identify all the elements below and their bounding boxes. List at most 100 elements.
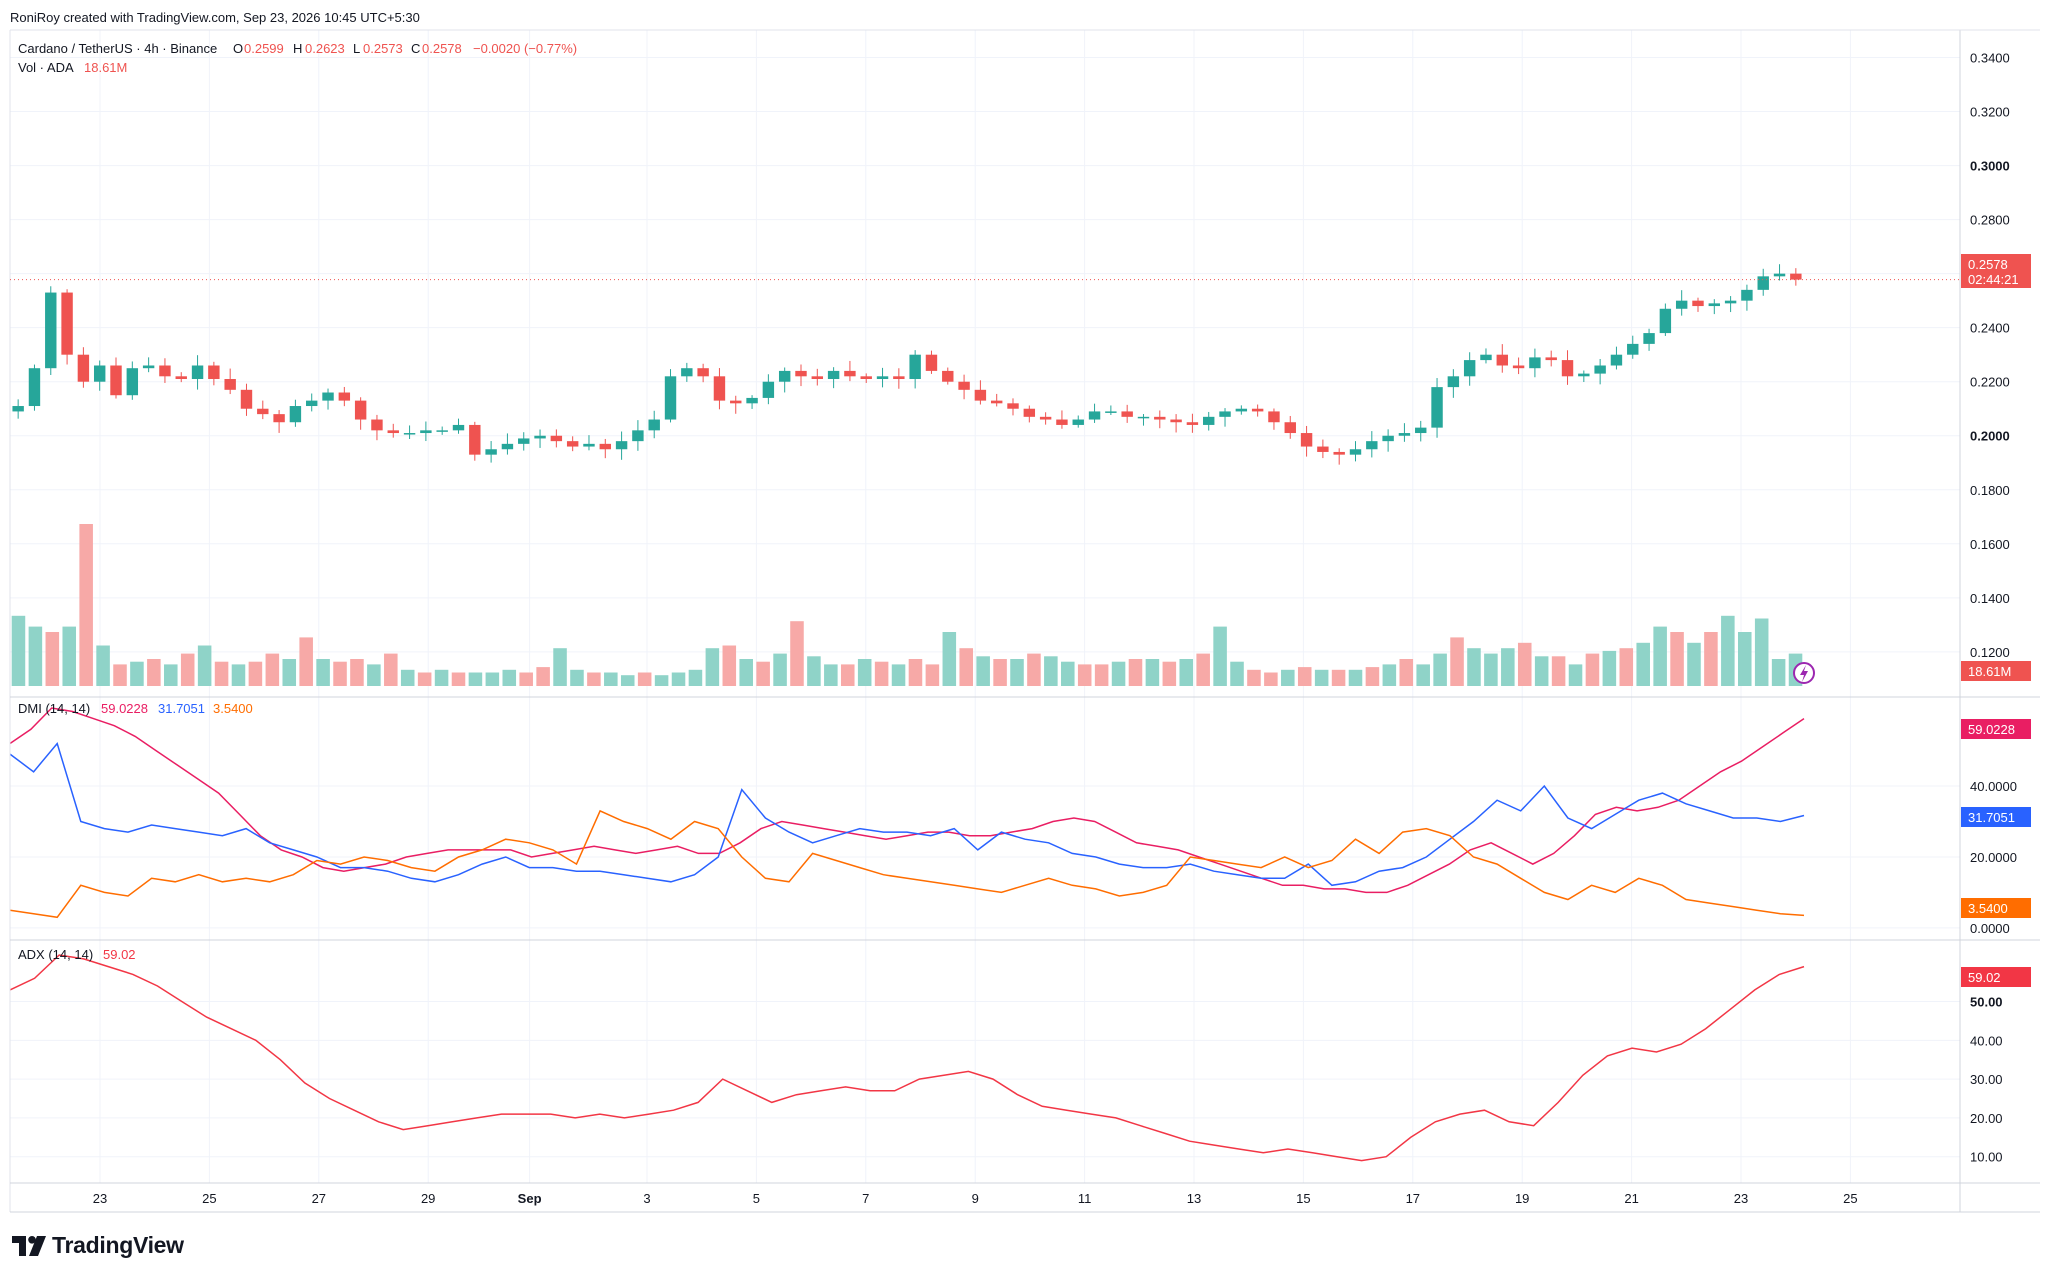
volume-bar [417, 672, 432, 686]
volume-bar [1061, 661, 1075, 686]
candle-body [110, 365, 122, 396]
dmi-legend-minus: 3.5400 [213, 701, 253, 716]
candle-body [1154, 416, 1166, 420]
volume-bar [840, 664, 855, 686]
candle-body [240, 389, 253, 409]
candle-body [436, 430, 448, 432]
candle-body [1757, 276, 1769, 290]
volume-bar [1433, 653, 1447, 686]
candle-body [485, 449, 497, 455]
volume-bar [45, 632, 60, 686]
volume-bar [604, 672, 618, 686]
time-tick-label: 25 [202, 1191, 216, 1206]
adx-badge: 59.02 [1961, 967, 2031, 987]
adx-legend-value: 59.02 [103, 947, 136, 962]
candle-body [1561, 360, 1574, 377]
bar-countdown: 02:44:21 [1968, 272, 2019, 287]
candle-body [1496, 354, 1508, 366]
ohlc-low: 0.2573 [363, 41, 403, 56]
candle-body [28, 368, 41, 407]
volume-bar [773, 653, 787, 686]
volume-bar [502, 669, 517, 686]
volume-bar [1230, 661, 1244, 686]
volume-bar [451, 672, 466, 686]
candle-body [925, 354, 938, 371]
volume-legend-label: Vol · ADA [18, 60, 74, 75]
candle-body [1675, 300, 1688, 309]
time-tick-label: 29 [421, 1191, 435, 1206]
volume-bar [1484, 653, 1498, 686]
candle-body [664, 376, 677, 420]
volume-bar [1213, 626, 1227, 686]
candle-body [1480, 354, 1492, 361]
candle-body [338, 392, 351, 401]
price-tick-label: 0.2200 [1970, 375, 2010, 390]
volume-bar [891, 664, 906, 686]
ohlc-low-label: L [353, 41, 360, 56]
candle-body [159, 365, 171, 377]
volume-bar [976, 656, 990, 686]
volume-bar [1450, 637, 1464, 686]
candle-body [420, 430, 432, 434]
candle-body [1284, 422, 1296, 434]
volume-bar [1128, 659, 1143, 686]
credit-line: RoniRoy created with TradingView.com, Se… [10, 10, 420, 25]
price-tick-label: 0.3400 [1970, 51, 2010, 66]
volume-bar [790, 621, 804, 686]
volume-bar [231, 664, 246, 686]
volume-bar [1365, 667, 1380, 686]
candle-body [713, 376, 726, 401]
time-tick-label: 15 [1296, 1191, 1310, 1206]
volume-bar [180, 653, 195, 686]
tradingview-logo[interactable]: TradingView [12, 1232, 184, 1259]
candle-body [909, 354, 921, 380]
ohlc-open: 0.2599 [244, 41, 284, 56]
dmi-minus-badge: 3.5400 [1961, 898, 2031, 918]
candle-body [1039, 416, 1052, 420]
dmi-legend-label: DMI (14, 14) [18, 701, 90, 716]
candle-body [534, 435, 546, 439]
volume-bar [671, 672, 686, 686]
adx-tick-label: 30.00 [1970, 1072, 2003, 1087]
candle-body [1463, 360, 1476, 377]
volume-bar [282, 659, 297, 686]
candle-body [452, 424, 465, 431]
volume-bar [1737, 632, 1752, 686]
candle-body [403, 433, 416, 435]
volume-bar [1162, 661, 1177, 686]
volume-bar [1619, 648, 1634, 686]
time-tick-label: 3 [643, 1191, 650, 1206]
ohlc-high-label: H [293, 41, 302, 56]
time-tick-label: 23 [93, 1191, 107, 1206]
candle-body [469, 424, 481, 455]
dmi-line-adx [9, 707, 1805, 894]
volume-bar [434, 669, 449, 686]
volume-bar [536, 667, 550, 686]
candle-body [1170, 419, 1182, 423]
volume-bar [1145, 659, 1160, 686]
dmi-legend-plus: 31.7051 [158, 701, 205, 716]
candle-body [876, 376, 889, 380]
candle-body [322, 392, 334, 401]
volume-bar [1670, 632, 1684, 686]
candle-body [1545, 357, 1557, 361]
volume-bar [1297, 667, 1312, 686]
volume-bars [11, 524, 1803, 686]
candle-body [1203, 416, 1215, 425]
volume-bar [1636, 642, 1650, 686]
volume-bar [908, 659, 923, 686]
candle-body [257, 408, 269, 415]
candle-body [990, 400, 1003, 404]
price-tick-label: 0.2000 [1970, 429, 2010, 444]
ohlc-close: 0.2578 [422, 41, 462, 56]
adx-tick-label: 40.00 [1970, 1033, 2003, 1048]
price-tick-label: 0.1400 [1970, 591, 2010, 606]
candle-body [191, 365, 204, 380]
volume-bar [299, 637, 313, 686]
time-tick-label: 7 [862, 1191, 869, 1206]
lightning-icon[interactable] [1793, 662, 1815, 684]
candle-body [1007, 403, 1019, 409]
volume-bar [857, 659, 872, 686]
volume-bar [130, 661, 144, 686]
